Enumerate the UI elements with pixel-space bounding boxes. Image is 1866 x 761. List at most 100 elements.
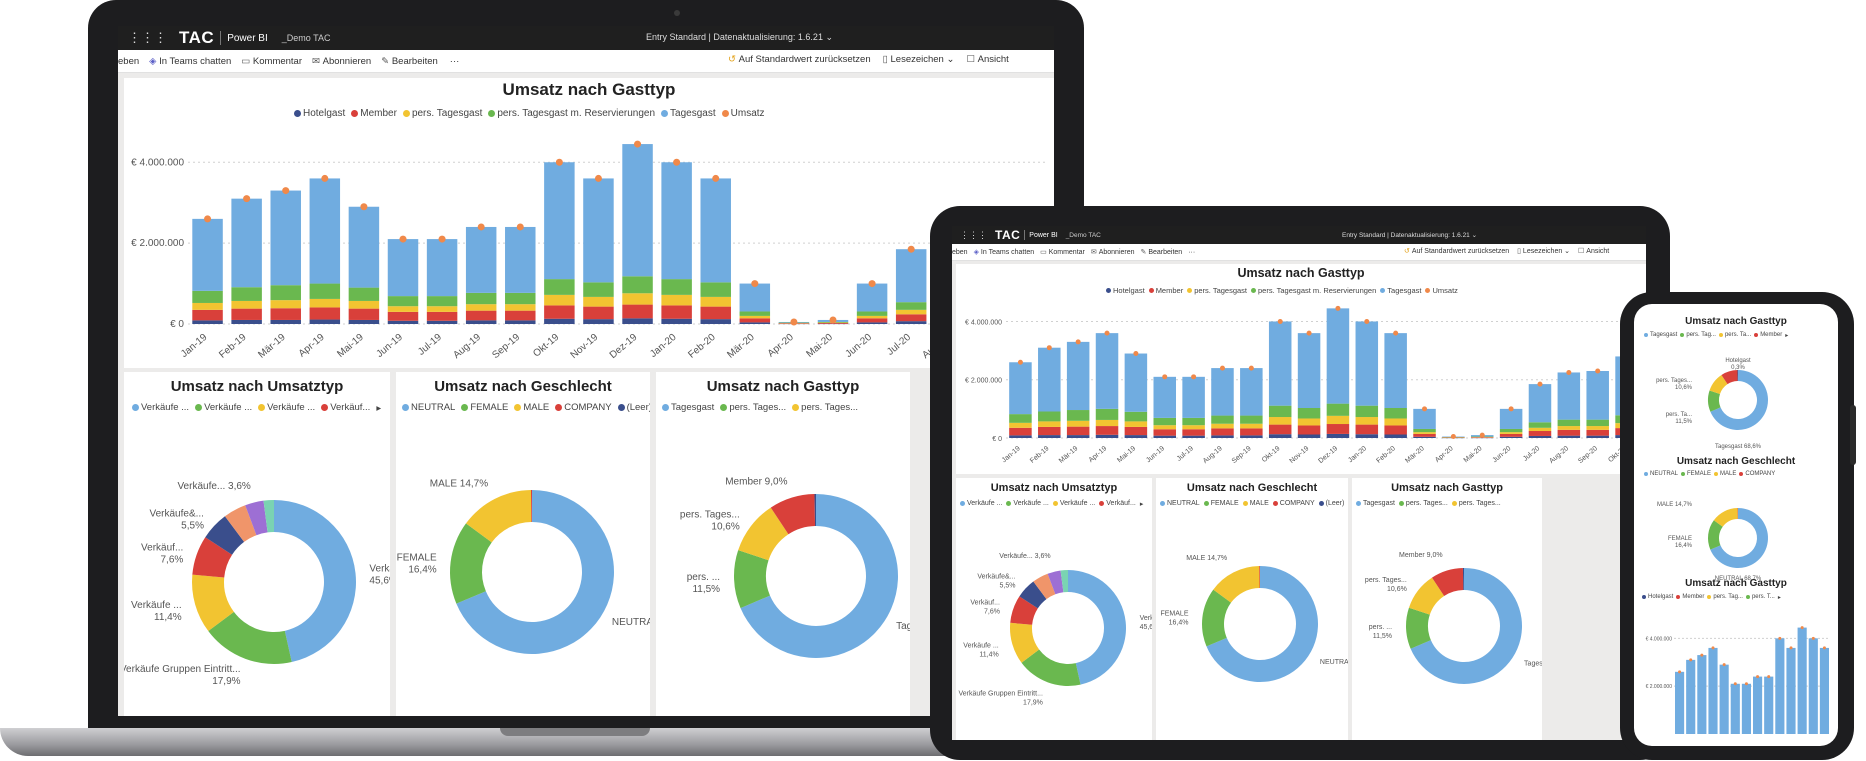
toolbar-view[interactable]: ☐ Ansicht [1578,247,1610,256]
refresh-status[interactable]: Entry Standard | Datenaktualisierung: 1.… [1342,232,1478,239]
x-tick-label: Apr-20 [1434,445,1455,464]
legend-item[interactable]: (Leer) [1318,500,1344,507]
umsatz-point [1722,663,1726,667]
legend-item[interactable]: COMPANY [555,402,612,413]
legend-next-icon[interactable]: ▸ [376,403,382,414]
toolbar-edit[interactable]: ✎ Bearbeiten [381,55,438,67]
bar-segment [1095,419,1119,427]
refresh-status[interactable]: Entry Standard | Datenaktualisierung: 1.… [646,32,833,42]
toolbar-teams-chat[interactable]: ◈ In Teams chatten [973,248,1035,257]
legend-item[interactable]: FEMALE [1681,471,1711,477]
legend-item[interactable]: pers. Tages... [792,402,858,413]
legend-item[interactable]: Hotelgast [1106,286,1145,295]
toolbar-reset[interactable]: ↺ Auf Standardwert zurücksetzen [1404,247,1510,256]
legend-label: Hotelgast [1113,286,1145,295]
bar-segment [1124,435,1148,438]
legend-item[interactable]: COMPANY [1739,471,1775,477]
legend-item[interactable]: MALE [514,402,549,413]
y-tick-label: € 2.000.000 [965,378,1002,385]
legend-item[interactable]: Verkäuf... [1099,500,1136,507]
toolbar-view[interactable]: ☐ Ansicht [966,54,1009,65]
toolbar-share[interactable]: eben [952,248,968,256]
bar-segment [583,282,614,297]
legend-item[interactable]: Umsatz [1425,286,1458,295]
legend-next-icon[interactable]: ▸ [1139,501,1144,508]
toolbar-reset[interactable]: ↺ Auf Standardwert zurücksetzen [728,54,871,65]
legend-item[interactable]: NEUTRAL [1644,471,1678,477]
bar-segment [583,306,614,320]
toolbar-comment[interactable]: ▭ Kommentar [241,55,303,67]
donut-legend: Verkäufe ... Verkäufe ... Verkäufe ... Verk… [960,500,1143,508]
legend-item[interactable]: Verkäuf... [321,402,370,413]
legend-item[interactable]: Verkäufe ... [258,402,315,413]
legend-item[interactable]: Verkäufe ... [132,402,189,413]
bar-segment [1268,424,1292,435]
legend-item[interactable]: pers. Tagesgast [1187,286,1247,295]
app-launcher-icon[interactable]: ⋮⋮⋮ [128,30,167,45]
legend-next-icon[interactable]: ▸ [1777,595,1781,601]
toolbar-comment[interactable]: ▭ Kommentar [1040,248,1085,257]
donut-label-line: MALE 14,7% [1657,502,1693,508]
umsatz-point [712,174,720,182]
bar-segment [1038,347,1061,412]
legend-item[interactable]: Verkäufe ... [1006,500,1049,507]
toolbar-subscribe[interactable]: ✉ Abonnieren [1090,248,1135,257]
bar [1708,647,1718,734]
legend-item[interactable]: pers. Ta... [1718,332,1751,338]
legend-item[interactable]: Member [1676,594,1704,600]
legend-next-icon[interactable]: ▸ [1785,333,1789,339]
legend-item[interactable]: FEMALE [461,402,508,413]
legend-item[interactable]: pers. Tag... [1707,594,1743,600]
mail-icon: ✉ [1090,249,1097,256]
legend-item[interactable]: pers. Tag... [1680,332,1716,338]
legend-item[interactable]: MALE [1242,500,1269,507]
legend-item[interactable]: Verkäufe ... [195,402,252,413]
legend-item[interactable]: NEUTRAL [1160,500,1200,507]
legend-item[interactable]: pers. Tagesgast [402,108,482,119]
legend-item[interactable]: NEUTRAL [402,402,455,413]
legend-item[interactable]: Tagesgast [662,402,714,413]
donut-chart-svg: Tagesgast 68,6% pers. ... 11,5% pers. Tages… [1365,552,1542,684]
x-tick-label: Mai-19 [1116,445,1137,464]
legend-item[interactable]: pers. Tagesgast m. Reservierungen [1251,286,1376,295]
bar-segment [1182,429,1205,436]
legend-item[interactable]: Member [1148,286,1183,295]
legend-item[interactable]: pers. Tages... [1451,500,1501,507]
legend-item[interactable]: Verkäufe ... [1052,500,1095,507]
toolbar-more[interactable]: ··· [449,55,460,67]
legend-item[interactable]: Tagesgast [1380,286,1421,295]
legend-item[interactable]: Hotelgast [294,108,345,119]
legend-item[interactable]: FEMALE [1203,500,1239,507]
report-name[interactable]: _Demo TAC [281,33,331,43]
donut-title: Umsatz nach Umsatztyp [170,378,344,395]
toolbar-edit[interactable]: ✎ Bearbeiten [1140,248,1183,257]
legend-item[interactable]: MALE [1714,471,1736,477]
legend-item[interactable]: Verkäufe ... [960,500,1002,507]
legend-item[interactable]: Member [351,108,397,119]
legend-item[interactable]: Umsatz [721,108,765,119]
toolbar-bookmarks[interactable]: ▯ Lesezeichen ⌄ [882,54,955,65]
legend-item[interactable]: COMPANY [1272,500,1315,507]
legend-item[interactable]: Tagesgast [1644,332,1677,338]
legend-item[interactable]: pers. Tagesgast m. Reservierungen [488,108,655,119]
toolbar-more[interactable]: ··· [1188,248,1196,256]
bar-segment [270,190,301,286]
legend-item[interactable]: pers. T... [1745,594,1775,600]
toolbar-subscribe[interactable]: ✉ Abonnieren [312,55,372,67]
legend-item[interactable]: pers. Tages... [720,402,786,413]
legend-item[interactable]: Tagesgast [1356,500,1395,507]
toolbar-bookmarks[interactable]: ▯ Lesezeichen ⌄ [1517,247,1571,256]
legend-item[interactable]: Tagesgast [661,108,716,119]
app-launcher-icon[interactable]: ⋮⋮⋮ [960,229,987,240]
toolbar-share[interactable]: eben [118,55,140,67]
report-name[interactable]: _Demo TAC [1065,231,1101,239]
tablet-screen: ⋮⋮⋮ TAC Power BI _Demo TAC Entry Standar… [952,226,1646,740]
legend-dot [1714,472,1719,476]
donut-slice [456,490,614,654]
legend-item[interactable]: Member [1754,332,1782,338]
legend-item[interactable]: pers. Tages... [1398,500,1448,507]
legend-item[interactable]: (Leer) [617,402,650,413]
legend-label: pers. Tages... [801,402,859,413]
toolbar-teams-chat[interactable]: ◈ In Teams chatten [149,55,232,67]
legend-item[interactable]: Hotelgast [1642,594,1673,600]
